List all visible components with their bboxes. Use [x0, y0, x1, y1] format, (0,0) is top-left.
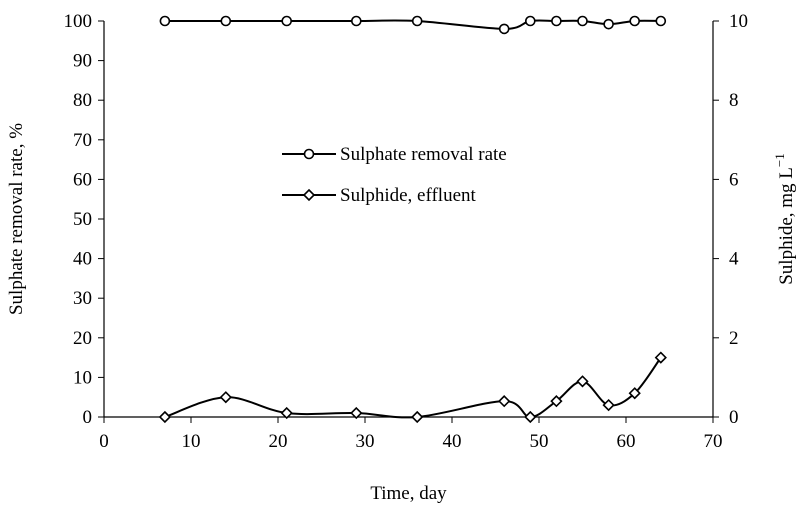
y-left-tick-label: 90: [73, 51, 92, 72]
y-right-tick-label: 4: [729, 249, 739, 270]
x-tick-label: 10: [182, 431, 201, 452]
data-point: [159, 15, 171, 27]
data-point: [654, 351, 667, 364]
x-tick-label: 30: [356, 431, 375, 452]
data-point: [602, 398, 615, 412]
data-point: [411, 15, 423, 27]
x-tick-label: 0: [99, 431, 109, 452]
series-0: [159, 15, 667, 35]
x-tick-label: 40: [443, 431, 462, 452]
y-right-tick-label: 6: [729, 169, 739, 190]
data-point: [655, 15, 667, 27]
legend-item: Sulphide, effluent: [282, 185, 477, 206]
data-point: [281, 15, 293, 27]
data-point: [628, 387, 641, 400]
x-tick-label: 60: [617, 431, 636, 452]
y-left-tick-label: 60: [73, 169, 92, 190]
ticks: 0 10 20 30 40 50 60 70 0 10 20 30 40 50 60 70 80 90 100 0 2 4…: [64, 11, 749, 452]
y-axis-right-title: Sulphide, mg L−1: [772, 153, 797, 285]
data-point: [220, 15, 232, 27]
legend: Sulphate removal rate Sulphide, effluent: [282, 144, 507, 206]
legend-marker: [302, 188, 316, 202]
data-point: [603, 18, 614, 30]
series-line: [164, 357, 662, 419]
data-point: [550, 395, 563, 408]
data-point: [551, 15, 562, 27]
series-layer: [158, 15, 667, 424]
legend-label: Sulphide, effluent: [340, 185, 477, 206]
data-point: [576, 375, 589, 388]
y-left-tick-label: 50: [73, 209, 92, 230]
y-axis-right-title-superscript: −1: [772, 153, 787, 167]
data-point: [577, 15, 588, 27]
data-point: [498, 395, 511, 408]
y-right-tick-label: 2: [729, 328, 739, 349]
legend-label: Sulphate removal rate: [340, 144, 507, 165]
y-right-tick-label: 10: [729, 11, 748, 32]
x-tick-label: 70: [704, 431, 723, 452]
axes: [103, 21, 714, 418]
data-point: [498, 23, 510, 35]
x-axis-title: Time, day: [370, 483, 447, 504]
data-point: [524, 410, 537, 424]
x-tick-label: 20: [269, 431, 288, 452]
data-point: [158, 410, 172, 424]
y-right-tick-label: 0: [729, 407, 739, 428]
y-left-tick-label: 20: [73, 328, 92, 349]
x-tick-label: 50: [530, 431, 549, 452]
data-point: [350, 406, 363, 420]
y-left-tick-label: 40: [73, 249, 92, 270]
legend-item: Sulphate removal rate: [282, 144, 507, 165]
y-left-tick-label: 100: [64, 11, 93, 32]
data-point: [629, 15, 641, 27]
y-left-tick-label: 0: [83, 407, 93, 428]
y-left-tick-label: 30: [73, 288, 92, 309]
data-point: [219, 391, 232, 404]
series-1: [158, 351, 667, 424]
y-left-tick-label: 10: [73, 367, 92, 388]
y-axis-left-title: Sulphate removal rate, %: [6, 123, 27, 315]
y-left-tick-label: 70: [73, 130, 92, 151]
y-left-tick-label: 80: [73, 90, 92, 111]
data-point: [350, 15, 362, 27]
y-axis-right-title-main: Sulphide, mg L: [776, 167, 797, 285]
y-right-tick-label: 8: [729, 90, 739, 111]
data-point: [280, 406, 293, 420]
data-point: [411, 410, 424, 424]
legend-marker: [303, 148, 315, 160]
data-point: [524, 15, 536, 27]
